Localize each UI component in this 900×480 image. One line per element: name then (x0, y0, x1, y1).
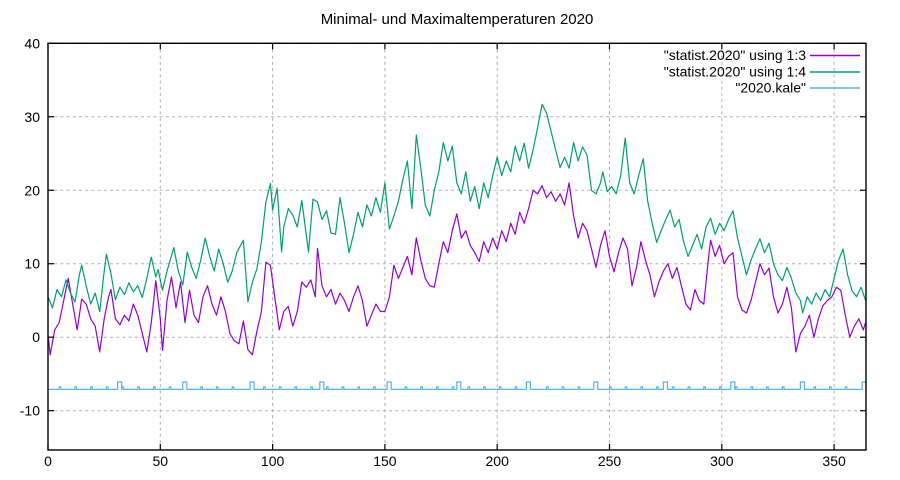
legend-label-max-series: "statist.2020" using 1:4 (664, 64, 806, 80)
chart-title: Minimal- und Maximaltemperaturen 2020 (321, 11, 594, 28)
y-tick-label: 20 (24, 182, 40, 198)
kale-calendar-line (48, 381, 866, 390)
y-tick-label: 30 (24, 109, 40, 125)
x-tick-label: 200 (486, 453, 510, 469)
x-tick-label: 50 (153, 453, 169, 469)
x-tick-label: 0 (44, 453, 52, 469)
y-tick-label: 0 (32, 329, 40, 345)
y-tick-label: 40 (24, 35, 40, 51)
x-tick-label: 100 (261, 453, 285, 469)
x-tick-label: 250 (598, 453, 622, 469)
x-tick-label: 150 (373, 453, 397, 469)
min-temperature-line (48, 182, 866, 356)
plot-border-and-ticks (47, 42, 867, 451)
x-tick-label: 300 (710, 453, 734, 469)
y-tick-label: 10 (24, 256, 40, 272)
data-series (48, 103, 866, 390)
x-tick-label: 350 (822, 453, 846, 469)
plot-border (47, 42, 867, 451)
y-tick-label: -10 (20, 403, 40, 419)
axis-tick-labels: 0 50 100 150 200 250 300 350 -10 0 10 20 30 40 (20, 35, 846, 469)
legend-label-min-series: "statist.2020" using 1:3 (664, 47, 806, 63)
legend: "statist.2020" using 1:3 "statist.2020" … (664, 47, 860, 96)
max-temperature-line (48, 103, 866, 314)
legend-label-kale-series: "2020.kale" (735, 80, 806, 96)
